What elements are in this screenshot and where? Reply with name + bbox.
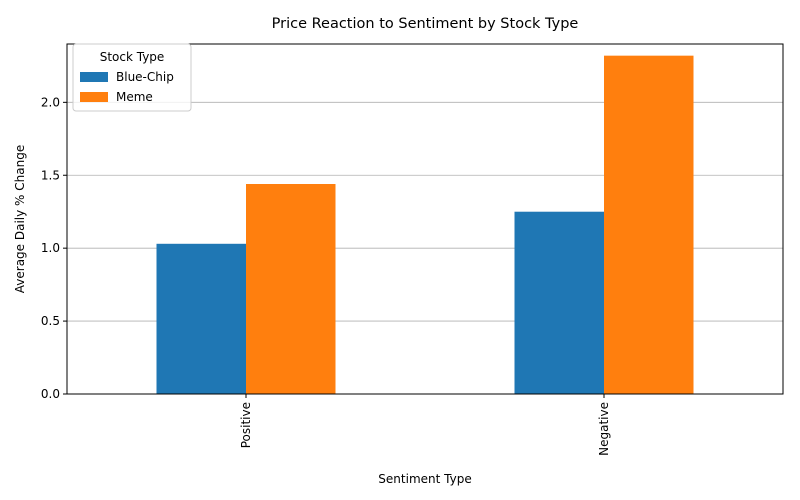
y-tick-label: 2.0 xyxy=(41,95,60,109)
legend-label: Meme xyxy=(116,90,153,104)
legend-label: Blue-Chip xyxy=(116,70,174,84)
legend-swatch xyxy=(80,72,108,82)
legend: Stock Type Blue-Chip Meme xyxy=(72,43,192,112)
y-axis-ticks: 0.0 0.5 1.0 1.5 2.0 xyxy=(41,95,67,401)
y-tick-label: 1.5 xyxy=(41,168,60,182)
x-axis-label: Sentiment Type xyxy=(378,472,471,486)
legend-items: Blue-Chip Meme xyxy=(80,70,174,104)
x-tick-label: Positive xyxy=(239,402,253,448)
x-tick-label: Negative xyxy=(597,402,611,456)
y-tick-label: 1.0 xyxy=(41,241,60,255)
bar-meme-positive xyxy=(246,184,336,394)
x-axis-ticks: Positive Negative xyxy=(239,394,611,456)
y-tick-label: 0.0 xyxy=(41,387,60,401)
bar-blue-chip-positive xyxy=(156,243,246,394)
bar-blue-chip-negative xyxy=(514,211,604,394)
bars xyxy=(156,55,694,395)
chart-title: Price Reaction to Sentiment by Stock Typ… xyxy=(272,16,579,32)
legend-title: Stock Type xyxy=(100,50,165,64)
y-axis-label: Average Daily % Change xyxy=(13,145,27,293)
legend-swatch xyxy=(80,92,108,102)
bar-meme-negative xyxy=(604,55,694,395)
plot-frame xyxy=(66,43,784,395)
y-tick-label: 0.5 xyxy=(41,314,60,328)
